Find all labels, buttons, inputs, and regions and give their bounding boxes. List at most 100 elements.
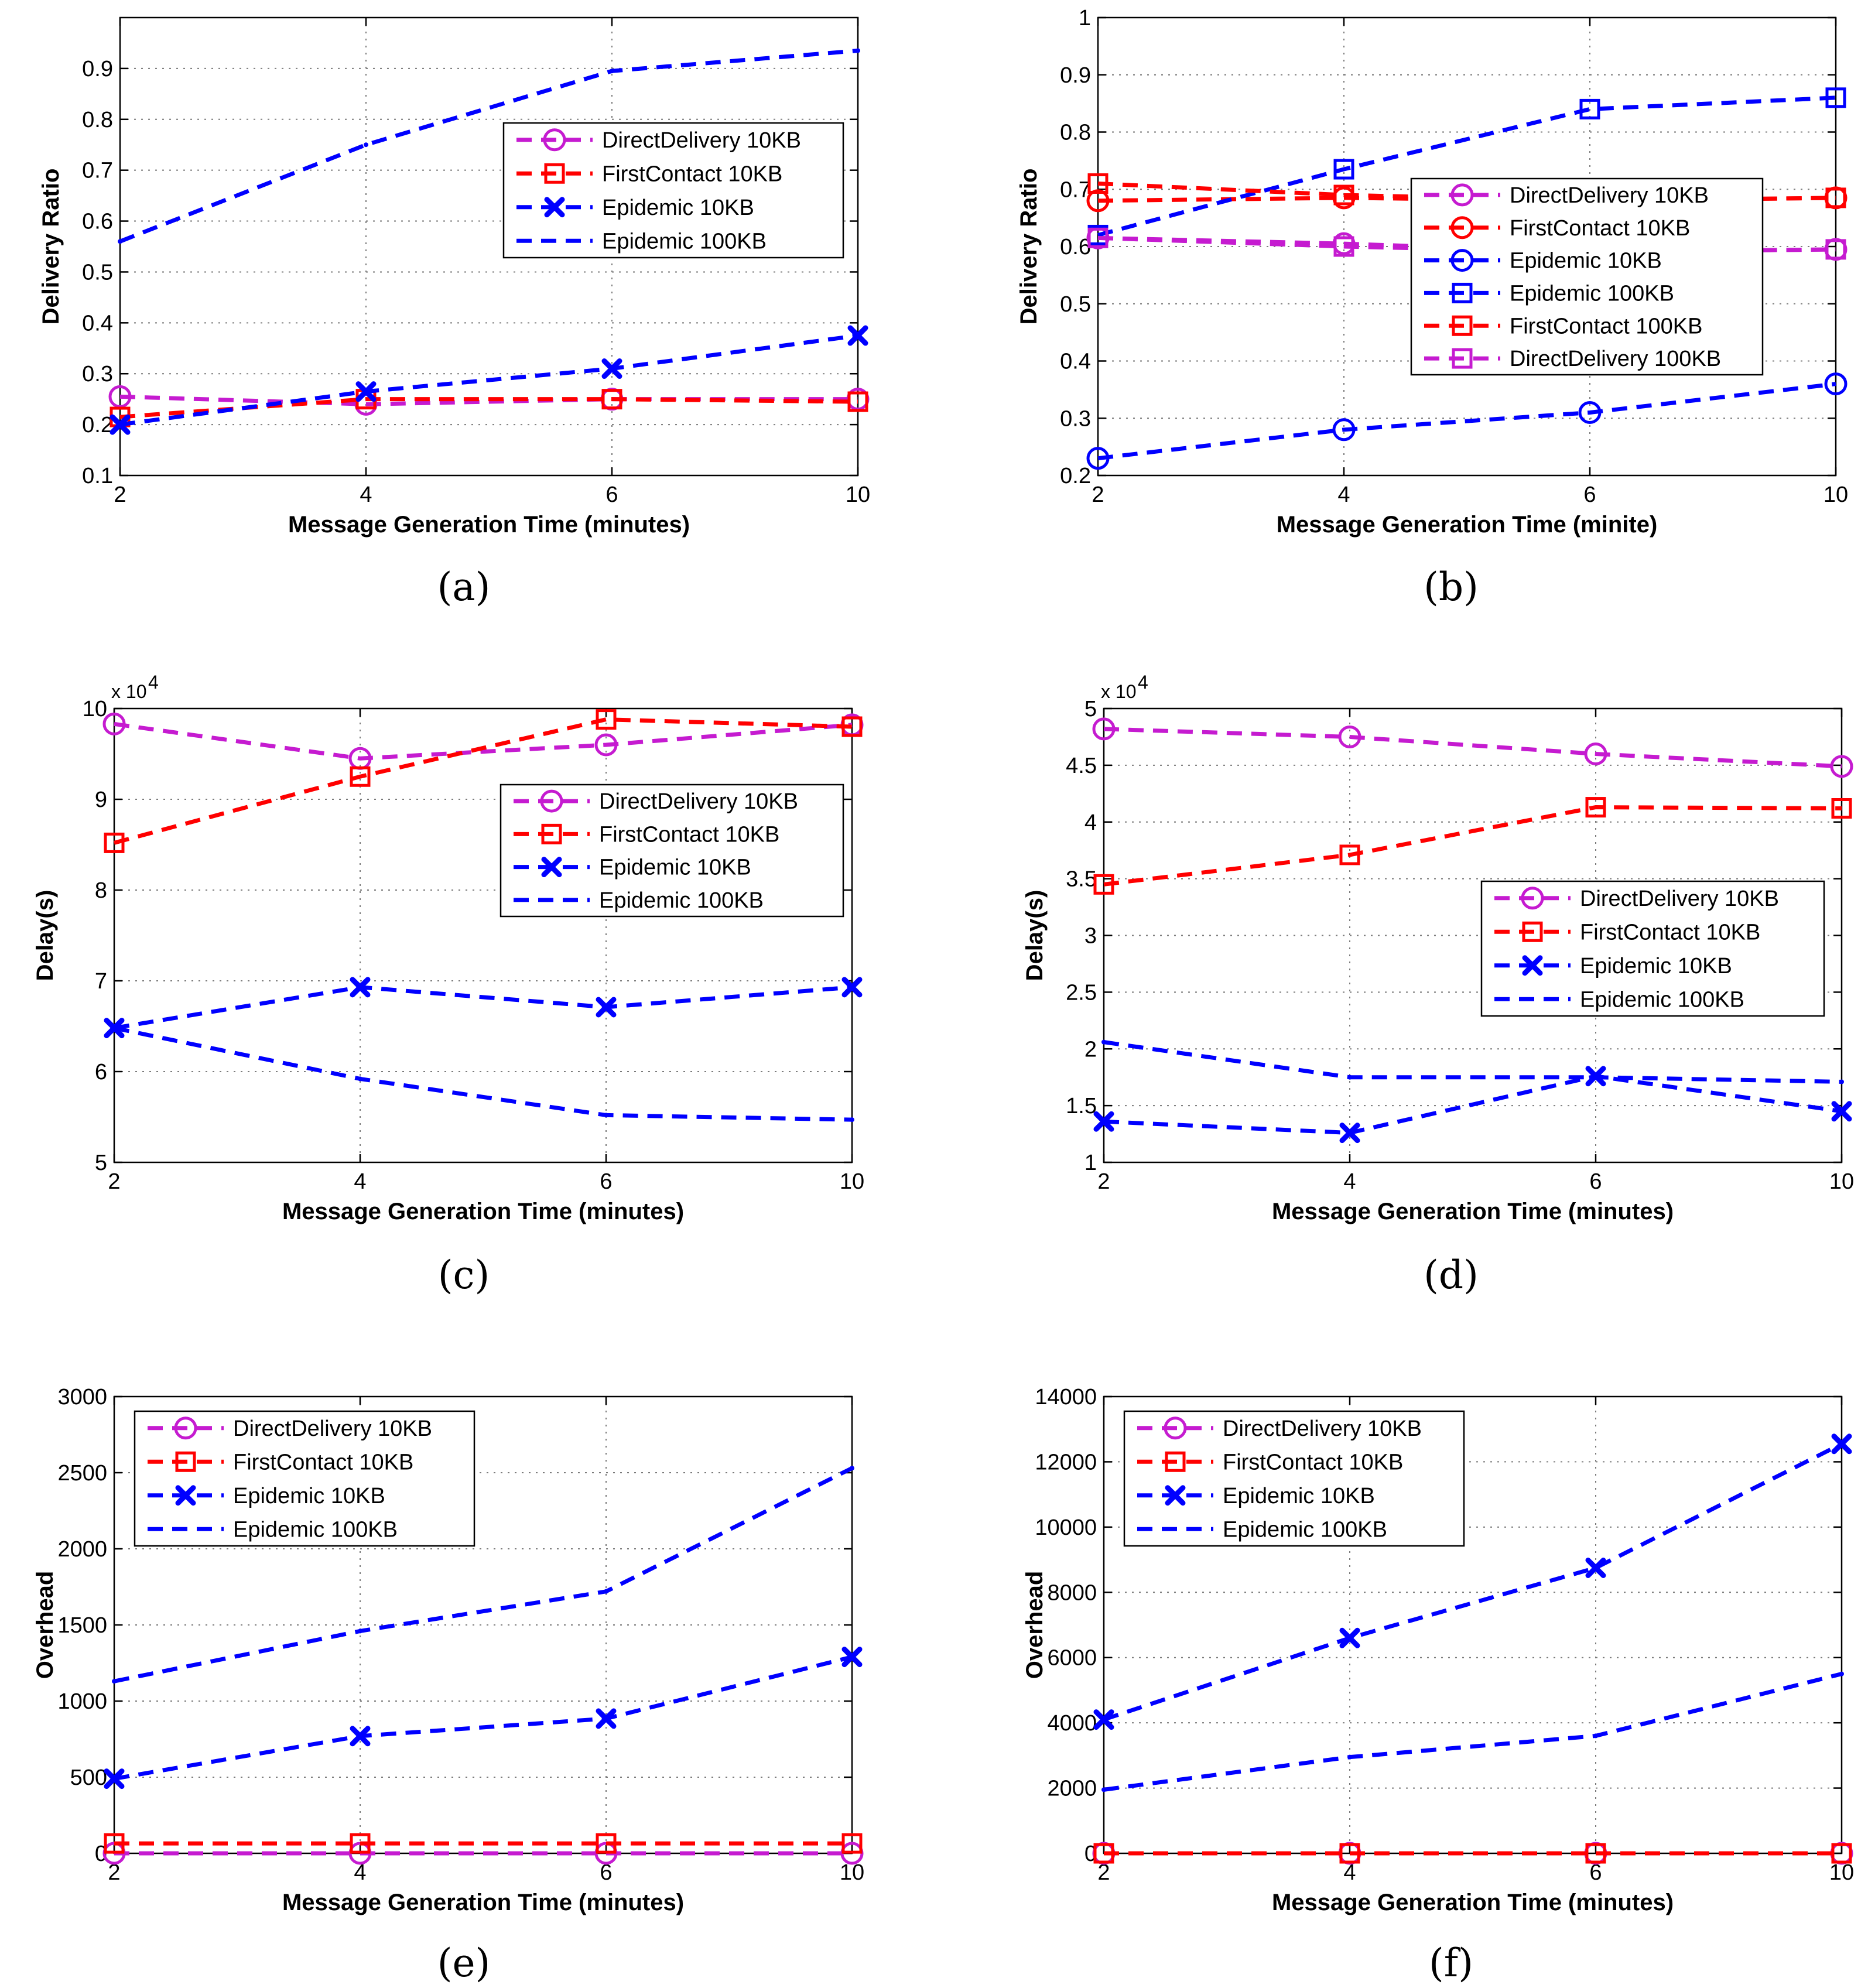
chart-panel-b: 2 4 6 10 0.2 0.3 0.4 0.5 0.6 0.7 0.8 0.9 1 Message Ge… bbox=[1016, 6, 1848, 610]
legend: DirectDelivery 10KB FirstContact 10KB Epid… bbox=[502, 122, 844, 259]
data-point bbox=[596, 1833, 617, 1854]
legend-marker bbox=[1450, 216, 1474, 239]
data-point bbox=[1839, 1671, 1844, 1676]
y-tick-label: 0.7 bbox=[1060, 177, 1091, 202]
y-tick-label: 2.5 bbox=[1066, 980, 1097, 1005]
y-exponent-power: 4 bbox=[148, 672, 159, 693]
y-tick-label: 6000 bbox=[1047, 1646, 1097, 1671]
data-point bbox=[850, 1117, 854, 1123]
x-tick-label: 2 bbox=[108, 1169, 120, 1194]
data-point bbox=[841, 716, 863, 737]
y-tick-label: 2 bbox=[1084, 1037, 1097, 1062]
legend-label: DirectDelivery 10KB bbox=[602, 128, 801, 153]
legend-label: DirectDelivery 10KB bbox=[1510, 183, 1709, 208]
x-tick-label: 10 bbox=[1823, 483, 1848, 507]
data-point bbox=[1839, 1079, 1844, 1084]
legend-label: Epidemic 10KB bbox=[233, 1484, 385, 1508]
y-axis-label: Delay(s) bbox=[1022, 890, 1048, 981]
legend-item: Epidemic 10KB bbox=[514, 856, 751, 880]
data-point bbox=[1086, 447, 1110, 470]
data-point bbox=[1831, 1843, 1852, 1864]
y-tick-label: 0.9 bbox=[1060, 63, 1091, 88]
x-tick-label: 6 bbox=[605, 483, 618, 507]
data-point bbox=[355, 381, 377, 402]
y-tick-label: 10000 bbox=[1035, 1515, 1097, 1540]
data-point bbox=[112, 1025, 117, 1031]
legend-marker bbox=[1450, 183, 1474, 207]
legend-label: Epidemic 100KB bbox=[599, 888, 764, 913]
y-tick-label: 500 bbox=[70, 1765, 107, 1790]
series-line bbox=[1103, 1442, 1843, 1722]
x-tick-label: 4 bbox=[354, 1860, 366, 1885]
x-axis-label: Message Generation Time (minutes) bbox=[1272, 1199, 1674, 1224]
legend-item: FirstContact 10KB bbox=[514, 822, 779, 847]
data-point bbox=[1585, 797, 1606, 818]
series-epidemic-100kb bbox=[118, 48, 860, 244]
data-point bbox=[604, 1589, 608, 1594]
data-point bbox=[1339, 844, 1360, 865]
data-point bbox=[601, 389, 622, 410]
y-tick-label: 0.9 bbox=[82, 57, 113, 81]
y-tick-label: 1500 bbox=[57, 1613, 107, 1638]
x-tick-label: 6 bbox=[600, 1860, 612, 1885]
y-tick-label: 0.3 bbox=[1060, 406, 1091, 431]
y-exponent-label: x 10 bbox=[1101, 681, 1136, 702]
data-point bbox=[358, 1076, 362, 1082]
legend-item: FirstContact 10KB bbox=[516, 162, 782, 186]
y-tick-label: 4000 bbox=[1047, 1711, 1097, 1736]
legend-label: FirstContact 10KB bbox=[599, 822, 779, 847]
y-tick-label: 0.8 bbox=[82, 108, 113, 132]
x-axis-label: Message Generation Time (minite) bbox=[1277, 512, 1658, 538]
y-tick-label: 0.7 bbox=[82, 159, 113, 183]
data-point bbox=[596, 1708, 617, 1729]
legend: DirectDelivery 10KB FirstContact 10KB Epid… bbox=[1410, 177, 1764, 376]
x-tick-label: 10 bbox=[846, 483, 870, 507]
y-tick-label: 3000 bbox=[57, 1385, 107, 1409]
y-tick-label: 1 bbox=[1084, 1151, 1097, 1175]
x-tick-label: 2 bbox=[1092, 483, 1104, 507]
data-point bbox=[601, 358, 622, 379]
legend-item: Epidemic 100KB bbox=[1137, 1517, 1387, 1542]
data-point bbox=[1093, 1111, 1114, 1132]
data-point bbox=[1347, 1075, 1352, 1080]
y-exponent-label: x 10 bbox=[111, 681, 146, 702]
chart-panel-f: 2 4 6 1002000400060008000100001200014000Mes… bbox=[1022, 1385, 1854, 1986]
legend-label: DirectDelivery 10KB bbox=[233, 1416, 432, 1441]
y-tick-label: 4.5 bbox=[1066, 754, 1097, 778]
data-point bbox=[596, 997, 617, 1018]
y-tick-label: 2000 bbox=[1047, 1777, 1097, 1801]
y-tick-label: 9 bbox=[95, 788, 107, 812]
y-axis-label: Delivery Ratio bbox=[1016, 169, 1042, 325]
series-epidemic-10kb bbox=[1086, 372, 1848, 470]
data-point bbox=[1086, 189, 1110, 213]
data-point bbox=[594, 733, 618, 757]
x-tick-label: 4 bbox=[1343, 1860, 1356, 1885]
data-point bbox=[1339, 1627, 1360, 1648]
legend-marker bbox=[1452, 282, 1473, 303]
y-tick-label: 0.2 bbox=[1060, 464, 1091, 488]
x-tick-label: 2 bbox=[1097, 1860, 1110, 1885]
data-point bbox=[1093, 874, 1114, 895]
data-point bbox=[1093, 1843, 1114, 1864]
data-point bbox=[118, 239, 122, 244]
legend-item: Epidemic 100KB bbox=[1424, 281, 1674, 306]
y-tick-label: 14000 bbox=[1035, 1385, 1097, 1409]
legend-marker bbox=[1164, 1416, 1187, 1440]
data-point bbox=[358, 1628, 362, 1634]
series-epidemic-10kb bbox=[104, 1647, 863, 1789]
x-axis-label: Message Generation Time (minutes) bbox=[282, 1890, 684, 1915]
data-point bbox=[1824, 372, 1848, 396]
panel-caption: (c) bbox=[438, 1253, 490, 1298]
y-tick-label: 3.5 bbox=[1066, 867, 1097, 892]
legend-marker bbox=[1165, 1485, 1186, 1506]
series-line bbox=[1103, 1040, 1842, 1084]
y-axis-label: Delivery Ratio bbox=[38, 169, 64, 325]
legend-item: DirectDelivery 10KB bbox=[1424, 183, 1709, 208]
data-point bbox=[841, 977, 863, 998]
legend-item: FirstContact 10KB bbox=[1424, 216, 1690, 241]
legend-label: FirstContact 10KB bbox=[233, 1450, 413, 1474]
y-tick-label: 1000 bbox=[57, 1689, 107, 1714]
data-point bbox=[1825, 87, 1846, 108]
data-point bbox=[850, 1466, 854, 1471]
data-point bbox=[104, 1768, 125, 1789]
